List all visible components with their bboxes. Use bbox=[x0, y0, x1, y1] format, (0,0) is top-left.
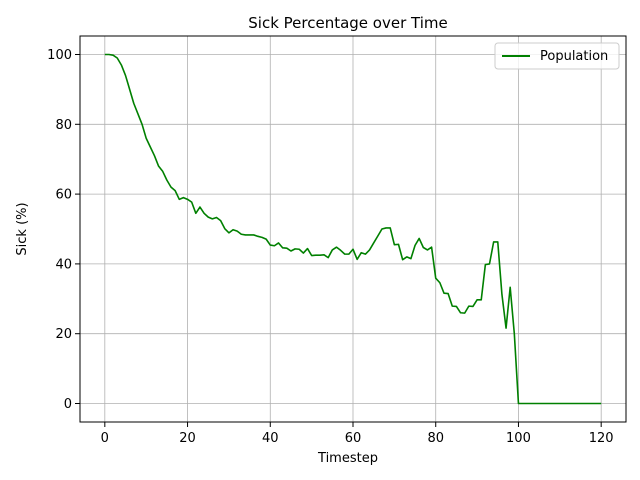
y-tick-label: 40 bbox=[55, 257, 72, 272]
y-tick-label: 0 bbox=[64, 397, 72, 412]
x-tick-label: 100 bbox=[506, 431, 531, 446]
x-tick-label: 120 bbox=[589, 431, 614, 446]
y-tick-label: 80 bbox=[55, 118, 72, 133]
legend-box bbox=[494, 42, 620, 70]
chart-title: Sick Percentage over Time bbox=[248, 14, 447, 32]
legend: Population bbox=[494, 42, 620, 70]
y-axis: 0 20 40 60 80 100 bbox=[47, 48, 80, 412]
x-tick-label: 20 bbox=[179, 431, 196, 446]
x-tick-label: 80 bbox=[427, 431, 444, 446]
legend-label: Population bbox=[540, 49, 608, 64]
x-tick-label: 60 bbox=[345, 431, 362, 446]
x-axis: 0 20 40 60 80 100 120 bbox=[101, 422, 614, 446]
y-tick-label: 100 bbox=[47, 48, 72, 63]
grid bbox=[80, 36, 626, 422]
y-axis-label: Sick (%) bbox=[15, 202, 30, 255]
y-tick-label: 60 bbox=[55, 188, 72, 203]
x-tick-label: 0 bbox=[101, 431, 109, 446]
y-tick-label: 20 bbox=[55, 327, 72, 342]
x-axis-label: Timestep bbox=[317, 451, 378, 466]
series-line-population bbox=[104, 53, 602, 405]
x-tick-label: 40 bbox=[262, 431, 279, 446]
series-group bbox=[104, 53, 602, 405]
